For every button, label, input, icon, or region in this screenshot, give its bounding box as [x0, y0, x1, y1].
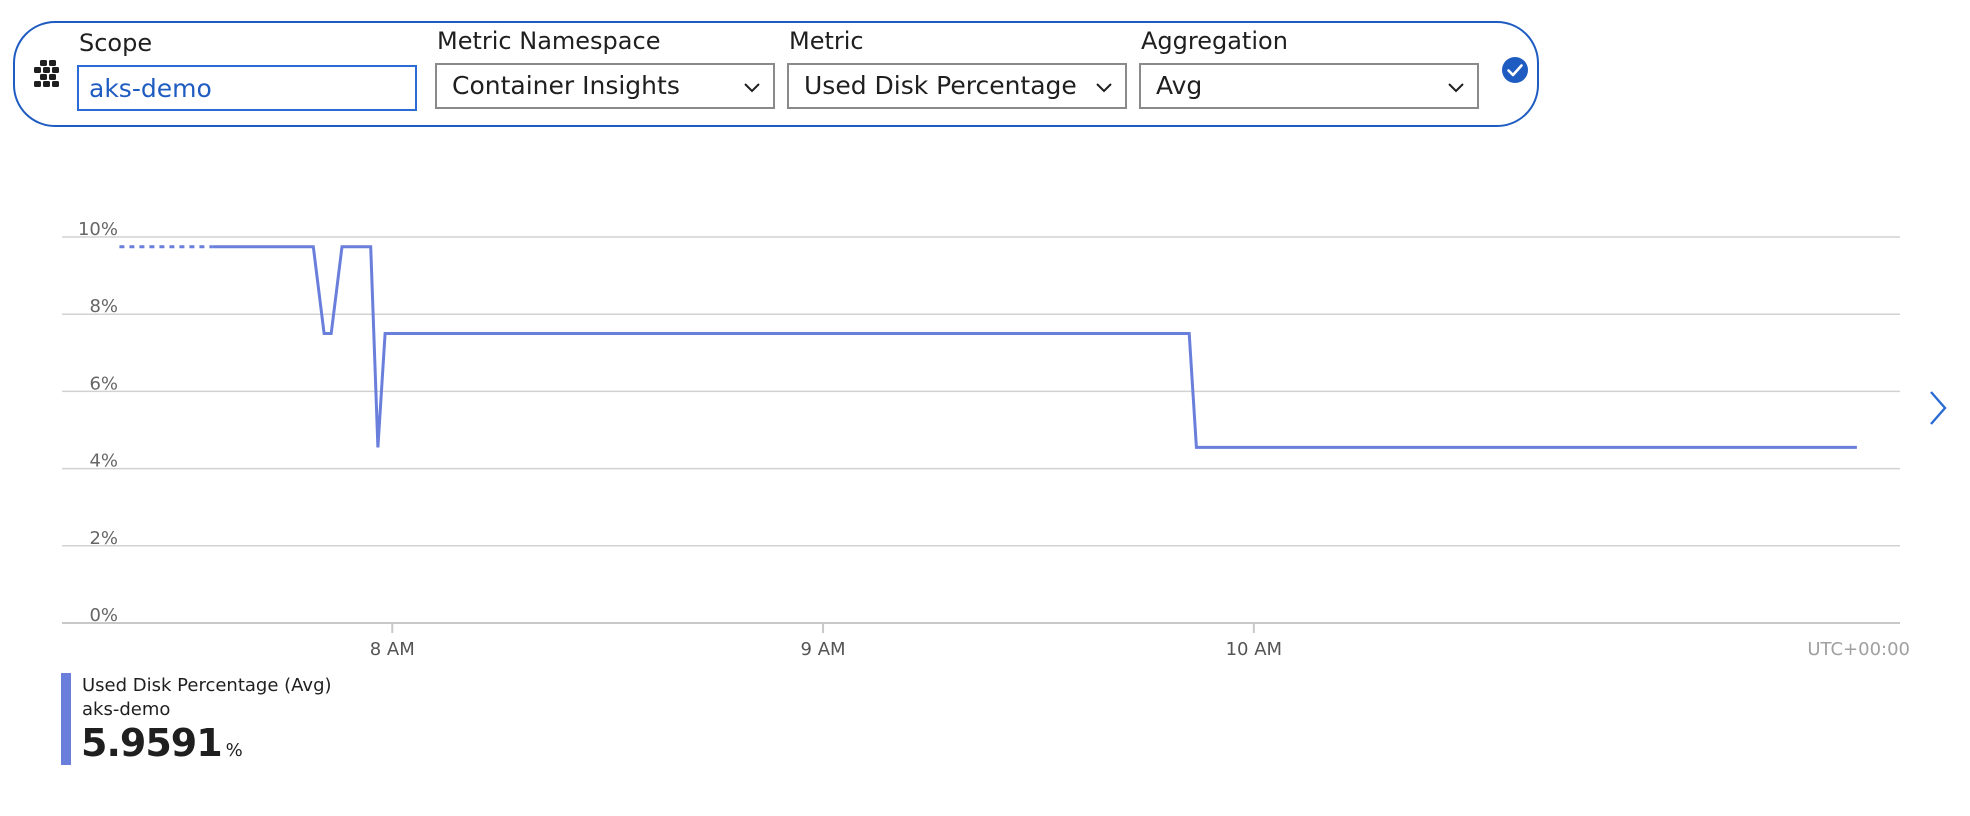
- scope-input[interactable]: [77, 65, 417, 111]
- chevron-down-icon: [1448, 83, 1464, 93]
- series-layer: [119, 245, 1857, 449]
- metric-selector: Scope Metric Namespace Container Insight…: [13, 21, 1539, 127]
- kubernetes-cluster-icon: [34, 60, 59, 87]
- aggregation-value: Avg: [1156, 71, 1203, 100]
- series-line[interactable]: [212, 245, 1857, 449]
- chevron-right-icon[interactable]: [1926, 388, 1950, 428]
- metric-namespace-label: Metric Namespace: [437, 27, 661, 55]
- chevron-down-icon: [744, 83, 760, 93]
- line-chart: 10% 8% 6% 4% 2% 0% 8 AM 9 AM 10 AM UTC+00:00: [62, 219, 1910, 660]
- metric-namespace-dropdown[interactable]: Container Insights: [435, 63, 775, 109]
- y-tick-label: 4%: [89, 451, 118, 472]
- y-tick-label: 10%: [78, 219, 118, 240]
- x-tick-label: 9 AM: [801, 639, 846, 660]
- legend-resource: aks-demo: [82, 699, 171, 720]
- legend-value-number: 5.9591: [81, 721, 223, 765]
- x-tick-label: 10 AM: [1226, 639, 1282, 660]
- x-axis-ticks: 8 AM 9 AM 10 AM: [370, 623, 1282, 660]
- y-tick-label: 0%: [89, 605, 118, 626]
- scope-label: Scope: [79, 29, 153, 57]
- grid-lines: [62, 236, 1900, 624]
- legend-value: 5.9591%: [81, 721, 243, 765]
- y-tick-label: 2%: [89, 528, 118, 549]
- aggregation-label: Aggregation: [1141, 27, 1288, 55]
- x-tick-label: 8 AM: [370, 639, 415, 660]
- chevron-down-icon: [1096, 83, 1112, 93]
- y-tick-label: 8%: [89, 296, 118, 317]
- aggregation-dropdown[interactable]: Avg: [1139, 63, 1479, 109]
- legend-color-swatch: [61, 673, 71, 765]
- metric-namespace-value: Container Insights: [452, 71, 680, 100]
- y-axis-ticks: 10% 8% 6% 4% 2% 0%: [78, 219, 118, 626]
- metric-label: Metric: [789, 27, 864, 55]
- y-tick-label: 6%: [89, 373, 118, 394]
- checkmark-circle-icon[interactable]: [1501, 56, 1529, 84]
- legend-value-unit: %: [225, 740, 243, 761]
- legend-title: Used Disk Percentage (Avg): [82, 675, 332, 696]
- metric-value: Used Disk Percentage: [804, 71, 1077, 100]
- metric-dropdown[interactable]: Used Disk Percentage: [787, 63, 1127, 109]
- timezone-label: UTC+00:00: [1807, 639, 1910, 660]
